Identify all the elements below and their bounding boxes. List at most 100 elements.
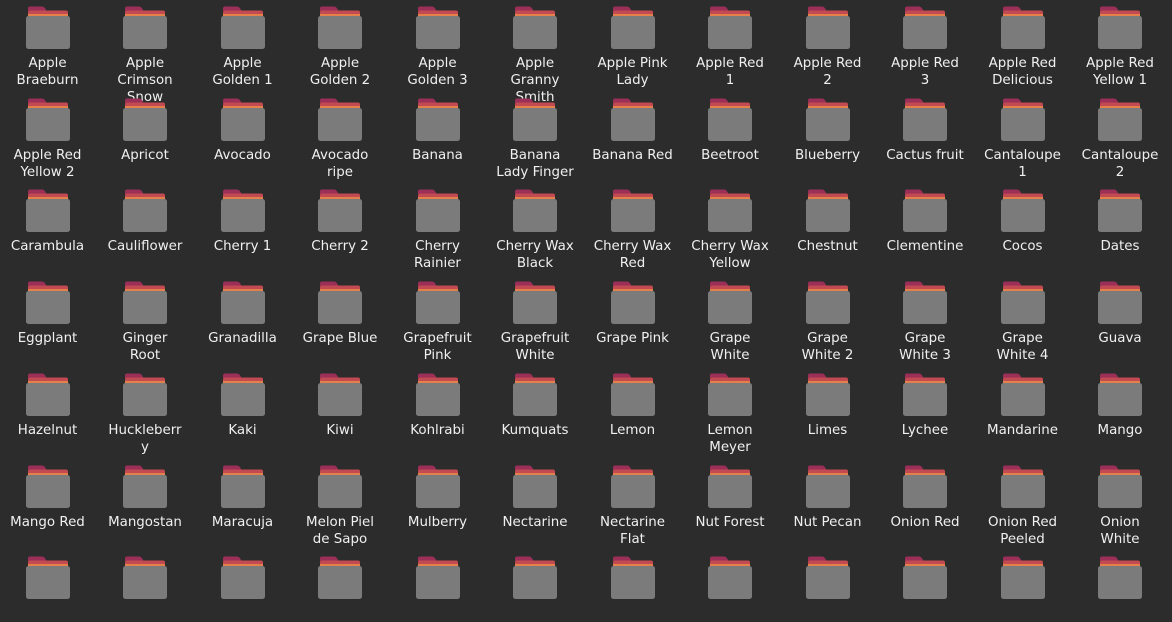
folder-label-line: Huckleberr [108,422,182,438]
folder-icon [1098,465,1142,508]
folder-grape-pink[interactable]: Grape Pink [585,281,681,347]
folder-grape-white-4[interactable]: Grape White 4 [975,281,1071,364]
folder-hazelnut[interactable]: Hazelnut [0,373,96,439]
folder-item[interactable] [0,556,96,605]
folder-apple-golden-1[interactable]: Apple Golden 1 [195,6,291,89]
folder-lemon[interactable]: Lemon [585,373,681,439]
folder-grape-blue[interactable]: Grape Blue [292,281,388,347]
folder-apple-red-delicious[interactable]: Apple Red Delicious [975,6,1071,89]
folder-grape-white[interactable]: Grape White [682,281,778,364]
folder-granadilla[interactable]: Granadilla [195,281,291,347]
folder-label: Mango Red [0,514,96,531]
folder-mandarine[interactable]: Mandarine [975,373,1071,439]
folder-guava[interactable]: Guava [1072,281,1168,347]
folder-apple-red-yellow-2[interactable]: Apple Red Yellow 2 [0,98,96,181]
folder-item[interactable] [1072,556,1168,605]
folder-nut-forest[interactable]: Nut Forest [682,465,778,531]
folder-ginger-root[interactable]: Ginger Root [97,281,193,364]
folder-apple-red-1[interactable]: Apple Red 1 [682,6,778,89]
folder-mangostan[interactable]: Mangostan [97,465,193,531]
folder-mulberry[interactable]: Mulberry [390,465,486,531]
folder-cherry-1[interactable]: Cherry 1 [195,189,291,255]
folder-grapefruit-pink[interactable]: Grapefruit Pink [390,281,486,364]
folder-apple-red-yellow-1[interactable]: Apple Red Yellow 1 [1072,6,1168,89]
folder-label-line: Apple [28,56,67,71]
folder-item[interactable] [292,556,388,605]
folder-nut-pecan[interactable]: Nut Pecan [780,465,876,531]
folder-nectarine[interactable]: Nectarine [487,465,583,531]
folder-eggplant[interactable]: Eggplant [0,281,96,347]
folder-apple-red-3[interactable]: Apple Red 3 [877,6,973,89]
folder-cherry-2[interactable]: Cherry 2 [292,189,388,255]
folder-cantaloupe-1[interactable]: Cantaloupe 1 [975,98,1071,181]
folder-item[interactable] [585,556,681,605]
folder-kumquats[interactable]: Kumquats [487,373,583,439]
folder-item[interactable] [390,556,486,605]
folder-banana-lady-finger[interactable]: Banana Lady Finger [487,98,583,181]
folder-label: Grape White 3 [877,330,973,364]
folder-icon [708,6,752,49]
folder-avocado[interactable]: Avocado [195,98,291,164]
folder-clementine[interactable]: Clementine [877,189,973,255]
folder-cauliflower[interactable]: Cauliflower [97,189,193,255]
folder-chestnut[interactable]: Chestnut [780,189,876,255]
folder-cherry-wax-red[interactable]: Cherry Wax Red [585,189,681,272]
folder-item[interactable] [487,556,583,605]
folder-cherry-rainier[interactable]: Cherry Rainier [390,189,486,272]
folder-mango-red[interactable]: Mango Red [0,465,96,531]
folder-cherry-wax-black[interactable]: Cherry Wax Black [487,189,583,272]
folder-onion-white[interactable]: Onion White [1072,465,1168,548]
folder-item[interactable] [877,556,973,605]
folder-onion-red[interactable]: Onion Red [877,465,973,531]
folder-label: Apple Golden 3 [390,55,486,89]
folder-item[interactable] [97,556,193,605]
folder-label-line: Apple [418,56,457,71]
folder-avocado-ripe[interactable]: Avocado ripe [292,98,388,181]
folder-grape-white-2[interactable]: Grape White 2 [780,281,876,364]
folder-huckleberr-y[interactable]: Huckleberr y [97,373,193,456]
folder-dates[interactable]: Dates [1072,189,1168,255]
folder-kohlrabi[interactable]: Kohlrabi [390,373,486,439]
folder-label-line: Cantaloupe [984,147,1061,163]
folder-banana-red[interactable]: Banana Red [585,98,681,164]
folder-lemon-meyer[interactable]: Lemon Meyer [682,373,778,456]
folder-apple-granny-smith[interactable]: Apple Granny Smith [487,6,583,106]
folder-cocos[interactable]: Cocos [975,189,1071,255]
folder-label: Cauliflower [97,238,193,255]
folder-icon [25,189,70,233]
folder-item[interactable] [195,556,291,605]
folder-apple-pink-lady[interactable]: Apple Pink Lady [585,6,681,89]
folder-onion-red-peeled[interactable]: Onion Red Peeled [975,465,1071,548]
folder-apple-braeburn[interactable]: Apple Braeburn [0,6,96,89]
folder-label: Cantaloupe 1 [975,147,1071,181]
folder-item[interactable] [975,556,1071,605]
folder-apple-crimson-snow[interactable]: Apple Crimson Snow [97,6,193,106]
folder-apricot[interactable]: Apricot [97,98,193,164]
folder-grapefruit-white[interactable]: Grapefruit White [487,281,583,364]
folder-nectarine-flat[interactable]: Nectarine Flat [585,465,681,548]
folder-lychee[interactable]: Lychee [877,373,973,439]
folder-cantaloupe-2[interactable]: Cantaloupe 2 [1072,98,1168,181]
folder-label: Lychee [877,422,973,439]
folder-label: Cherry Rainier [390,238,486,272]
folder-label: Nectarine Flat [585,514,681,548]
folder-maracuja[interactable]: Maracuja [195,465,291,531]
folder-apple-golden-2[interactable]: Apple Golden 2 [292,6,388,89]
folder-kaki[interactable]: Kaki [195,373,291,439]
folder-kiwi[interactable]: Kiwi [292,373,388,439]
folder-mango[interactable]: Mango [1072,373,1168,439]
folder-limes[interactable]: Limes [780,373,876,439]
folder-beetroot[interactable]: Beetroot [682,98,778,164]
folder-cherry-wax-yellow[interactable]: Cherry Wax Yellow [682,189,778,272]
folder-grape-white-3[interactable]: Grape White 3 [877,281,973,364]
folder-item[interactable] [780,556,876,605]
folder-apple-golden-3[interactable]: Apple Golden 3 [390,6,486,89]
folder-banana[interactable]: Banana [390,98,486,164]
folder-apple-red-2[interactable]: Apple Red 2 [780,6,876,89]
folder-blueberry[interactable]: Blueberry [780,98,876,164]
folder-carambula[interactable]: Carambula [0,189,96,255]
folder-icon [1000,189,1045,233]
folder-item[interactable] [682,556,778,605]
folder-melon-piel-de-sapo[interactable]: Melon Piel de Sapo [292,465,388,548]
folder-cactus-fruit[interactable]: Cactus fruit [877,98,973,164]
